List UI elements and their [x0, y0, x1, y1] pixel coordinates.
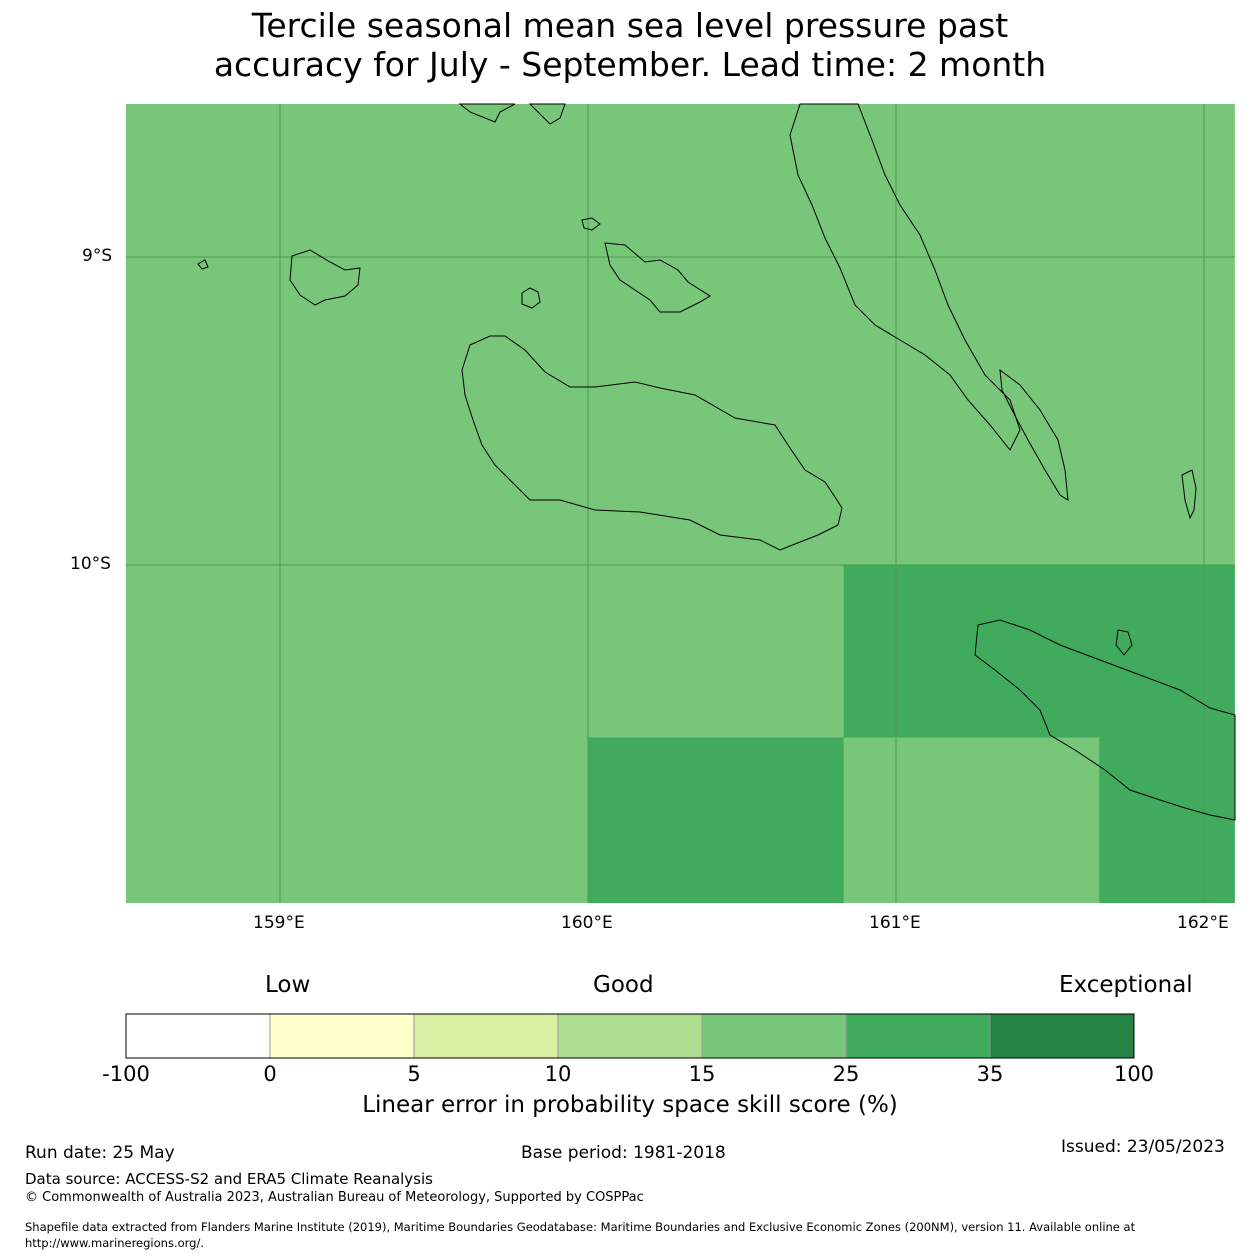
coastline-north-fragment-2 — [528, 103, 566, 125]
colorbar-swatch — [125, 1013, 271, 1059]
coastline-savo — [521, 287, 541, 309]
data-source: Data source: ACCESS-S2 and ERA5 Climate … — [25, 1170, 433, 1188]
lon-label-159e: 159°E — [253, 913, 305, 933]
copyright: © Commonwealth of Australia 2023, Austra… — [25, 1190, 644, 1205]
coastlines — [197, 103, 1236, 821]
coastline-north-fragment — [458, 103, 516, 123]
coastline-ugi — [1115, 629, 1133, 656]
title-line-1: Tercile seasonal mean sea level pressure… — [251, 6, 1009, 45]
colorbar-tick: 25 — [832, 1062, 860, 1086]
colorbar-tick: 5 — [407, 1062, 421, 1086]
colorbar-swatch — [845, 1013, 991, 1059]
base-period: Base period: 1981-2018 — [521, 1143, 726, 1163]
shapefile-url: http://www.marineregions.org/. — [25, 1236, 204, 1250]
colorbar-tick: 15 — [688, 1062, 716, 1086]
colorbar-swatch — [701, 1013, 847, 1059]
lat-label-9s: 9°S — [82, 246, 113, 266]
colorbar — [125, 1013, 1135, 1059]
lon-label-161e: 161°E — [869, 913, 921, 933]
coastline-makira — [974, 619, 1236, 821]
colorbar-swatch — [989, 1013, 1135, 1059]
colorbar-swatch — [269, 1013, 415, 1059]
skill-cell — [843, 565, 1235, 738]
graticule — [126, 104, 1235, 903]
coastline-malaita-small — [999, 368, 1069, 501]
issued-date: Issued: 23/05/2023 — [1061, 1137, 1225, 1157]
colorbar-category-good: Good — [593, 972, 654, 998]
skill-cell — [588, 737, 844, 903]
colorbar-swatch — [557, 1013, 703, 1059]
colorbar-outline — [125, 1013, 1135, 1059]
skill-cell — [1099, 737, 1235, 903]
colorbar-category-exceptional: Exceptional — [1059, 972, 1193, 998]
coastline-tulagi — [581, 217, 601, 231]
coastline-west-islet — [197, 259, 209, 270]
colorbar-tick: -100 — [102, 1062, 150, 1086]
lat-label-10s: 10°S — [70, 554, 111, 574]
run-date: Run date: 25 May — [25, 1143, 175, 1163]
coastline-nggela-islands — [604, 242, 711, 313]
colorbar-tick: 0 — [263, 1062, 277, 1086]
title-line-2: accuracy for July - September. Lead time… — [213, 45, 1047, 84]
chart-title: Tercile seasonal mean sea level pressure… — [0, 6, 1260, 84]
shapefile-credit: Shapefile data extracted from Flanders M… — [25, 1220, 1136, 1234]
colorbar-tick: 35 — [976, 1062, 1004, 1086]
lon-label-160e: 160°E — [561, 913, 613, 933]
coastline-malaita — [789, 103, 1021, 451]
colorbar-tick: 10 — [544, 1062, 572, 1086]
colorbar-label: Linear error in probability space skill … — [362, 1092, 898, 1118]
skill-map — [126, 103, 1236, 903]
lon-label-162e: 162°E — [1177, 913, 1229, 933]
colorbar-swatch — [413, 1013, 559, 1059]
colorbar-tick: 100 — [1113, 1062, 1155, 1086]
skill-cells — [126, 104, 1235, 903]
coastline-east-island — [1181, 469, 1197, 520]
coastline-guadalcanal — [461, 335, 843, 551]
colorbar-category-low: Low — [265, 972, 311, 998]
coastline-russell-islands — [289, 249, 361, 306]
